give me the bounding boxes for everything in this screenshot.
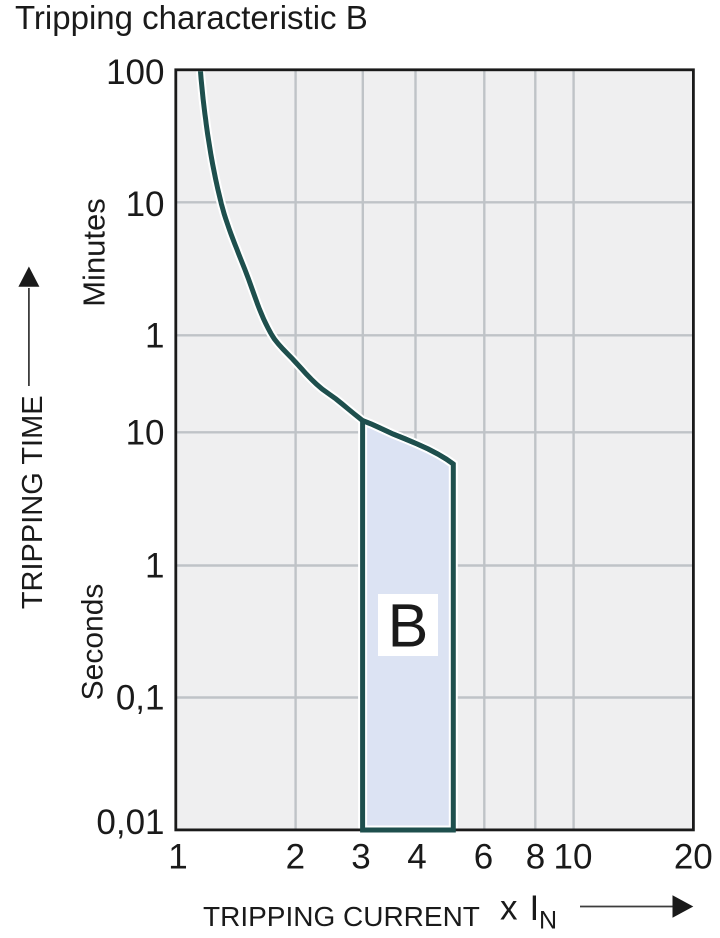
svg-text:2: 2 — [286, 838, 305, 877]
svg-text:1: 1 — [145, 547, 164, 586]
svg-text:TRIPPING TIME: TRIPPING TIME — [17, 395, 49, 609]
svg-text:x: x — [500, 889, 518, 928]
svg-text:I: I — [530, 889, 540, 928]
svg-text:Seconds: Seconds — [77, 584, 110, 701]
svg-text:3: 3 — [351, 838, 370, 877]
svg-text:100: 100 — [106, 53, 164, 92]
svg-text:Minutes: Minutes — [77, 198, 112, 307]
svg-text:4: 4 — [407, 838, 426, 877]
svg-text:10: 10 — [554, 838, 593, 877]
svg-text:0,1: 0,1 — [116, 679, 165, 718]
svg-text:10: 10 — [126, 185, 165, 224]
svg-text:6: 6 — [474, 838, 493, 877]
svg-text:B: B — [388, 592, 429, 660]
svg-text:1: 1 — [168, 838, 187, 877]
svg-text:TRIPPING CURRENT: TRIPPING CURRENT — [203, 901, 480, 932]
svg-text:0,01: 0,01 — [96, 803, 164, 842]
svg-text:20: 20 — [674, 838, 713, 877]
svg-text:1: 1 — [145, 317, 164, 356]
svg-text:10: 10 — [126, 414, 165, 453]
svg-text:8: 8 — [526, 838, 545, 877]
svg-text:N: N — [539, 907, 557, 935]
svg-text:Tripping characteristic B: Tripping characteristic B — [15, 0, 368, 36]
